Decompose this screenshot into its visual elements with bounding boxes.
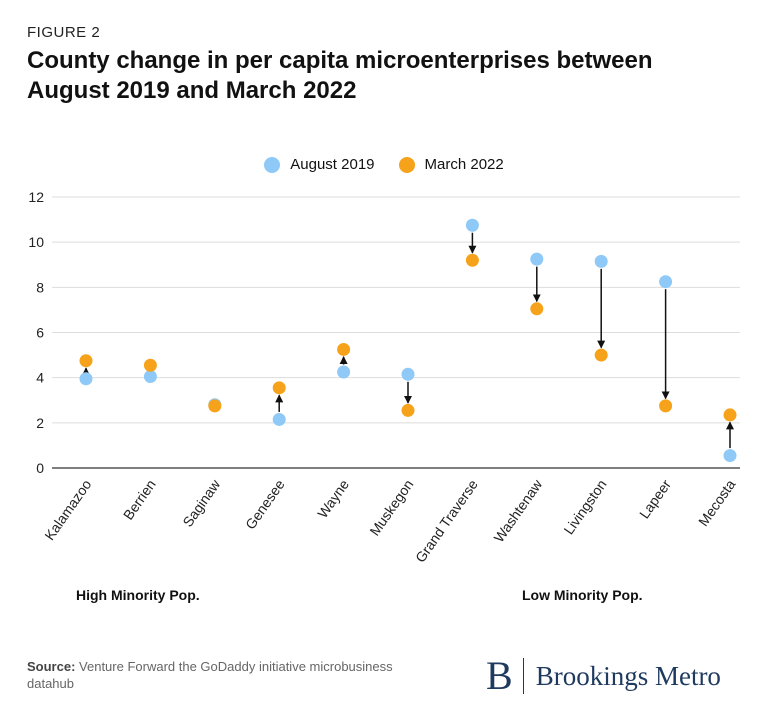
point-mar2022	[208, 399, 222, 413]
point-mar2022	[79, 354, 93, 368]
point-mar2022	[723, 408, 737, 422]
x-tick-label: Kalamazoo	[41, 476, 94, 543]
point-aug2019	[79, 372, 93, 386]
legend-marker-mar2022	[398, 156, 415, 173]
y-tick-label: 4	[36, 370, 44, 386]
point-mar2022	[659, 399, 673, 413]
point-aug2019	[659, 275, 673, 289]
point-aug2019	[594, 254, 608, 268]
legend-item-aug2019: August 2019	[264, 156, 375, 173]
point-mar2022	[530, 302, 544, 316]
legend-label-mar2022: March 2022	[424, 156, 504, 173]
x-tick-label: Washtenaw	[490, 476, 545, 545]
x-tick-label: Mecosta	[695, 476, 739, 529]
logo-mark: B	[486, 653, 513, 698]
brookings-logo: B Brookings Metro	[486, 656, 721, 696]
group-label-low-minority: Low Minority Pop.	[522, 587, 643, 603]
point-mar2022	[272, 381, 286, 395]
y-tick-label: 0	[36, 460, 44, 476]
source-text: Venture Forward the GoDaddy initiative m…	[27, 659, 393, 691]
figure-label: FIGURE 2	[27, 24, 101, 41]
x-tick-label: Berrien	[120, 477, 159, 523]
logo-text: Brookings Metro	[535, 660, 721, 691]
x-tick-label: Muskegon	[366, 477, 416, 539]
source-note: Source: Venture Forward the GoDaddy init…	[27, 658, 427, 692]
point-aug2019	[465, 218, 479, 232]
x-tick-label: Genesee	[242, 476, 288, 532]
y-tick-label: 2	[36, 415, 44, 431]
legend-label-aug2019: August 2019	[290, 156, 375, 173]
point-mar2022	[337, 342, 351, 356]
point-mar2022	[143, 358, 157, 372]
x-tick-label: Grand Traverse	[412, 476, 481, 565]
point-aug2019	[530, 252, 544, 266]
y-tick-label: 6	[36, 325, 44, 341]
point-aug2019	[143, 370, 157, 384]
group-label-high-minority: High Minority Pop.	[76, 587, 200, 603]
point-aug2019	[337, 365, 351, 379]
y-tick-label: 12	[28, 189, 44, 205]
y-tick-label: 10	[28, 234, 44, 250]
point-mar2022	[465, 253, 479, 267]
point-aug2019	[272, 412, 286, 426]
legend-item-mar2022: March 2022	[398, 156, 504, 173]
chart-canvas: 0 2 4 6 8 10 12 Kalamazoo Berrien Saginaw Genesee W…	[28, 189, 740, 565]
legend: August 2019 March 2022	[0, 156, 768, 173]
source-label: Source:	[27, 659, 76, 674]
logo-divider	[522, 658, 524, 694]
legend-marker-aug2019	[264, 156, 281, 173]
x-tick-label: Saginaw	[179, 476, 223, 530]
point-mar2022	[594, 348, 608, 362]
point-aug2019	[401, 367, 415, 381]
x-tick-label: Lapeer	[636, 476, 674, 521]
y-tick-label: 8	[36, 279, 44, 295]
chart-title: County change in per capita microenterpr…	[27, 47, 653, 104]
x-tick-label: Wayne	[314, 476, 352, 521]
x-tick-label: Livingston	[560, 477, 609, 538]
point-aug2019	[723, 449, 737, 463]
point-mar2022	[401, 403, 415, 417]
